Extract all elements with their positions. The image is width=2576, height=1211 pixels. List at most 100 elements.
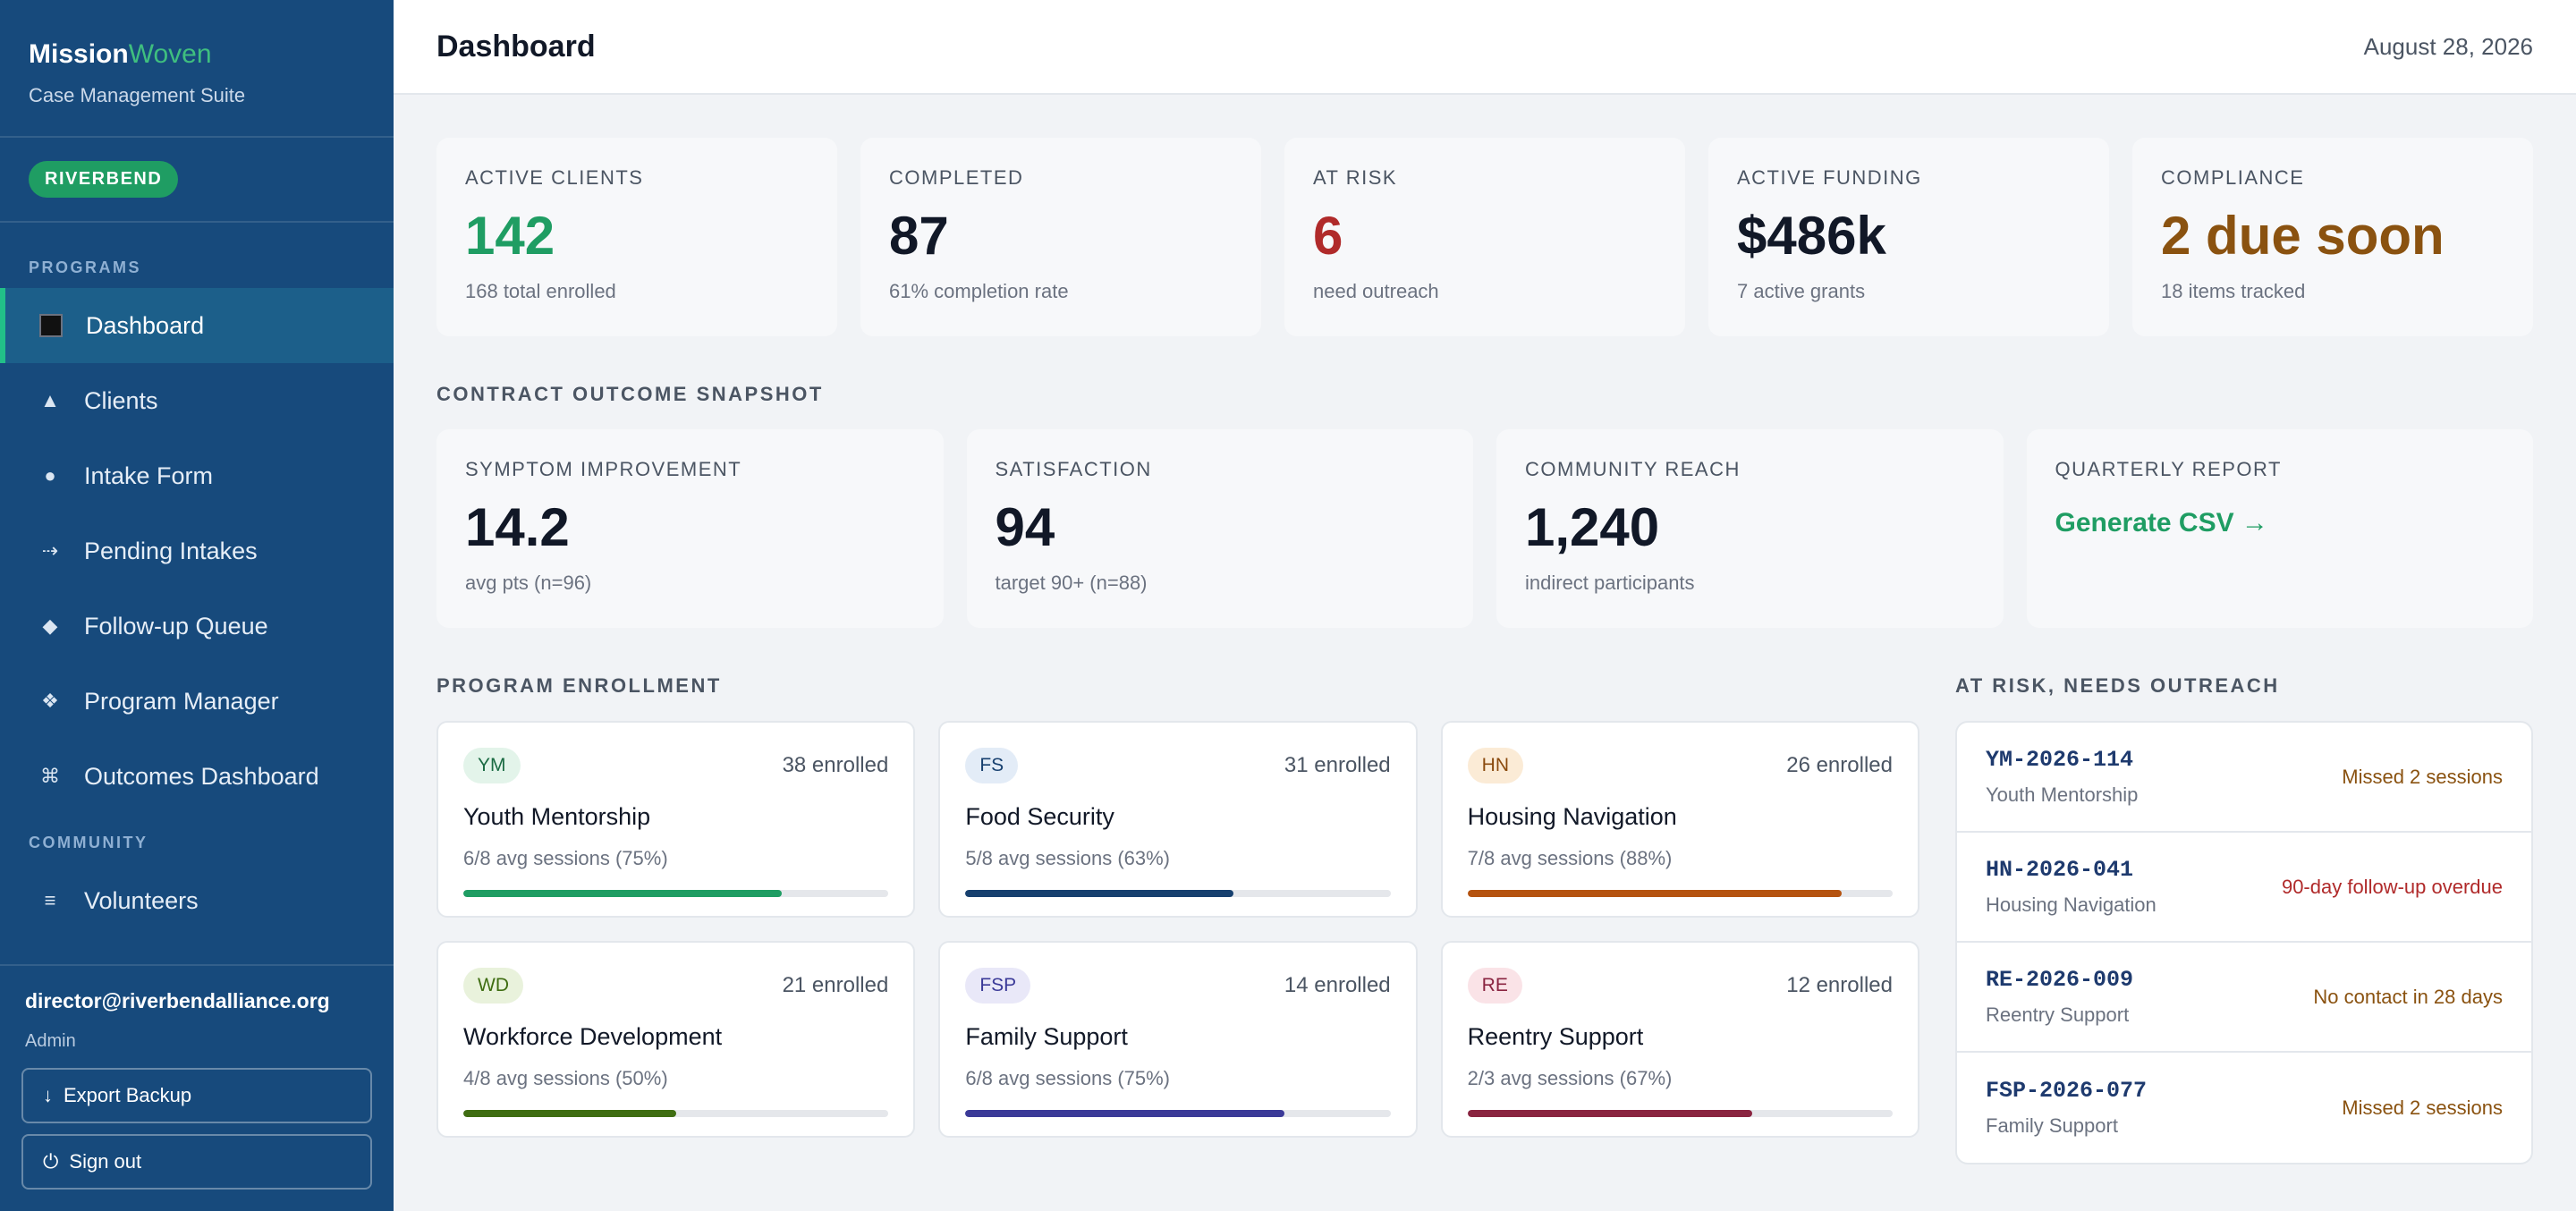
stat-card-compliance: COMPLIANCE 2 due soon 18 items tracked — [2132, 138, 2533, 336]
risk-status: Missed 2 sessions — [2342, 1096, 2503, 1119]
outcome-card-satisfaction: SATISFACTION 94 target 90+ (n=88) — [966, 429, 1473, 628]
main-content: Dashboard August 28, 2026 ACTIVE CLIENTS… — [394, 0, 2576, 1211]
export-backup-button[interactable]: ↓ Export Backup — [21, 1068, 372, 1123]
export-backup-label: Export Backup — [64, 1084, 192, 1106]
program-card-reentry-support[interactable]: RE 12 enrolled Reentry Support 2/3 avg s… — [1440, 941, 1919, 1138]
sidebar-item-clients[interactable]: ▲ Clients — [0, 363, 394, 438]
program-enrolled-count: 21 enrolled — [782, 973, 889, 997]
program-name: Youth Mentorship — [463, 803, 651, 830]
current-date: August 28, 2026 — [2363, 32, 2533, 60]
sidebar-item-label: Pending Intakes — [84, 537, 258, 564]
at-risk-list: YM-2026-114 Youth Mentorship Missed 2 se… — [1955, 721, 2533, 1164]
brand-name-main: Mission — [29, 39, 129, 69]
program-progress-bar — [1467, 890, 1893, 897]
stat-sub: 18 items tracked — [2161, 280, 2306, 302]
at-risk-client: FSP-2026-077 Family Support — [1986, 1078, 2147, 1138]
stat-value: 2 due soon — [2161, 206, 2445, 266]
brand-subtitle: Case Management Suite — [29, 84, 246, 106]
at-risk-row[interactable]: HN-2026-041 Housing Navigation 90-day fo… — [1957, 833, 2531, 943]
program-progress-bar — [463, 890, 889, 897]
stat-label: AT RISK — [1313, 166, 1398, 189]
stat-label: COMPLETED — [889, 166, 1024, 189]
org-badge: RIVERBEND — [29, 161, 179, 198]
stat-sub: 168 total enrolled — [465, 280, 616, 302]
program-card-header: FSP 14 enrolled — [965, 968, 1391, 1004]
program-card-youth-mentorship[interactable]: YM 38 enrolled Youth Mentorship 6/8 avg … — [436, 721, 916, 918]
program-sessions: 4/8 avg sessions (50%) — [463, 1067, 668, 1089]
stat-card-at-risk: AT RISK 6 need outreach — [1284, 138, 1685, 336]
sidebar-item-pending-intakes[interactable]: ⇢ Pending Intakes — [0, 513, 394, 589]
program-name: Family Support — [965, 1023, 1128, 1050]
command-icon: ⌘ — [40, 765, 60, 787]
stats-row: ACTIVE CLIENTS 142 168 total enrolled CO… — [436, 138, 2533, 336]
client-program: Youth Mentorship — [1986, 783, 2139, 806]
risk-status: No contact in 28 days — [2313, 985, 2503, 1008]
outcome-sub: avg pts (n=96) — [465, 572, 592, 594]
program-card-family-support[interactable]: FSP 14 enrolled Family Support 6/8 avg s… — [938, 941, 1418, 1138]
stat-value: 142 — [465, 206, 555, 266]
program-card-header: RE 12 enrolled — [1467, 968, 1893, 1004]
sidebar-item-dashboard[interactable]: Dashboard — [0, 288, 394, 363]
sidebar-item-label: Outcomes Dashboard — [84, 762, 319, 790]
program-card-header: WD 21 enrolled — [463, 968, 888, 1004]
stat-sub: 61% completion rate — [889, 280, 1069, 302]
program-progress-bar — [1467, 1110, 1893, 1117]
program-name: Housing Navigation — [1467, 803, 1677, 830]
app-logo[interactable]: MissionWoven — [29, 39, 365, 70]
sidebar-item-label: Intake Form — [84, 462, 214, 489]
power-icon: ⏻ — [43, 1150, 59, 1173]
org-section: RIVERBEND — [0, 138, 394, 223]
stat-card-active-clients: ACTIVE CLIENTS 142 168 total enrolled — [436, 138, 837, 336]
outcomes-row: SYMPTOM IMPROVEMENT 14.2 avg pts (n=96) … — [436, 429, 2533, 628]
program-card-workforce-development[interactable]: WD 21 enrolled Workforce Development 4/8… — [436, 941, 916, 1138]
at-risk-section: AT RISK, NEEDS OUTREACH YM-2026-114 Yout… — [1955, 628, 2533, 1164]
sidebar-item-label: Clients — [84, 386, 158, 414]
program-card-housing-navigation[interactable]: HN 26 enrolled Housing Navigation 7/8 av… — [1440, 721, 1919, 918]
program-progress-bar — [965, 890, 1391, 897]
program-progress-fill — [1467, 1110, 1753, 1117]
sidebar-item-label: Follow-up Queue — [84, 612, 268, 639]
topbar: Dashboard August 28, 2026 — [394, 0, 2576, 95]
circle-icon: ● — [44, 464, 56, 487]
sidebar-item-intake-form[interactable]: ● Intake Form — [0, 438, 394, 513]
program-sessions: 2/3 avg sessions (67%) — [1467, 1067, 1673, 1089]
program-code-badge: WD — [463, 968, 523, 1004]
sidebar-item-follow-up-queue[interactable]: ◆ Follow-up Queue — [0, 589, 394, 664]
at-risk-row[interactable]: FSP-2026-077 Family Support Missed 2 ses… — [1957, 1053, 2531, 1163]
page-title: Dashboard — [436, 29, 596, 64]
outcome-card-community-reach: COMMUNITY REACH 1,240 indirect participa… — [1496, 429, 2004, 628]
sidebar-item-program-manager[interactable]: ❖ Program Manager — [0, 664, 394, 739]
stat-sub: 7 active grants — [1737, 280, 1866, 302]
stat-label: ACTIVE CLIENTS — [465, 166, 644, 189]
nav-section-programs: PROGRAMS — [29, 258, 142, 276]
bottom-section: PROGRAM ENROLLMENT YM 38 enrolled Youth … — [436, 628, 2533, 1164]
program-code-badge: FS — [965, 748, 1019, 783]
at-risk-row[interactable]: YM-2026-114 Youth Mentorship Missed 2 se… — [1957, 723, 2531, 833]
outcome-label: QUARTERLY REPORT — [2055, 458, 2282, 480]
stat-card-completed: COMPLETED 87 61% completion rate — [860, 138, 1261, 336]
client-id: HN-2026-041 — [1986, 857, 2134, 883]
program-card-header: YM 38 enrolled — [463, 748, 888, 783]
program-enrolled-count: 12 enrolled — [1786, 973, 1893, 997]
nav-section-community: COMMUNITY — [29, 834, 148, 851]
enrollment-section-title: PROGRAM ENROLLMENT — [436, 674, 722, 697]
sidebar-item-volunteers[interactable]: ≡ Volunteers — [0, 863, 394, 938]
at-risk-row[interactable]: RE-2026-009 Reentry Support No contact i… — [1957, 943, 2531, 1053]
user-role: Admin — [25, 1031, 76, 1051]
program-progress-fill — [463, 890, 783, 897]
diamond-icon: ◆ — [42, 614, 58, 637]
dotted-arrow-icon: ⇢ — [41, 539, 59, 562]
program-card-food-security[interactable]: FS 31 enrolled Food Security 5/8 avg ses… — [938, 721, 1418, 918]
sidebar-item-outcomes-dashboard[interactable]: ⌘ Outcomes Dashboard — [0, 739, 394, 814]
program-name: Food Security — [965, 803, 1114, 830]
user-email: director@riverbendalliance.org — [25, 989, 330, 1012]
program-progress-fill — [463, 1110, 676, 1117]
outcome-value: 14.2 — [465, 497, 570, 557]
stat-card-active-funding: ACTIVE FUNDING $486k 7 active grants — [1708, 138, 2109, 336]
brand-name-accent: Woven — [128, 39, 212, 69]
at-risk-client: RE-2026-009 Reentry Support — [1986, 967, 2133, 1027]
sign-out-button[interactable]: ⏻ Sign out — [21, 1134, 372, 1190]
client-program: Reentry Support — [1986, 1004, 2130, 1026]
program-progress-fill — [965, 890, 1233, 897]
generate-csv-link[interactable]: Generate CSV → — [2055, 508, 2268, 538]
